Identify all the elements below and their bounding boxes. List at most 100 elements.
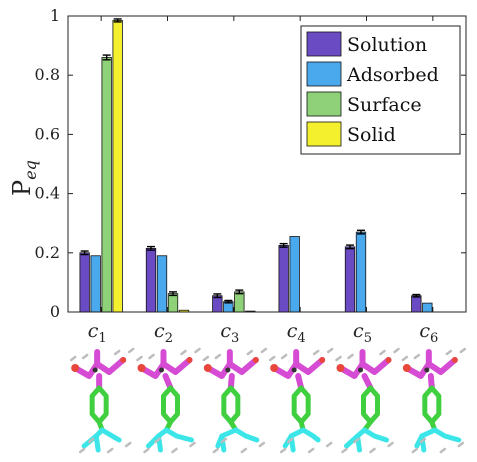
x-tick-label-main: c [220, 320, 231, 342]
hydrogen-atom [268, 355, 276, 362]
atom [159, 367, 164, 373]
bar-solution-c4 [278, 244, 289, 313]
y-tick-label: 0.6 [35, 124, 60, 143]
hydrogen-atom [439, 447, 447, 454]
x-axis-ticks: c1 c2 c3 c4 c5 c6 [88, 16, 438, 346]
x-tick-label: c3 [220, 320, 239, 346]
legend-label: Solution [347, 34, 427, 56]
bar-solution-c1 [79, 252, 90, 313]
molecule-ring [89, 385, 109, 425]
y-tick-label: 1 [50, 6, 60, 25]
hydrogen-atom [202, 355, 210, 362]
hydrogen-atom [326, 347, 334, 354]
hydrogen-atom [148, 353, 155, 360]
atom [291, 367, 297, 373]
bar-adsorbed-c5 [355, 231, 367, 313]
hydrogen-atom [189, 441, 196, 448]
oxygen-atom [319, 357, 326, 363]
bar-adsorbed-c4 [289, 236, 300, 313]
hydrogen-atom [325, 441, 333, 448]
molecule-bond [219, 433, 227, 453]
bar-surface-c1 [101, 57, 112, 313]
hydrogen-atom [194, 347, 201, 354]
x-tick-label-main: c [419, 320, 430, 342]
legend-label: Surface [347, 94, 422, 116]
hydrogen-atom [220, 437, 228, 444]
hydrogen-atom [459, 347, 467, 354]
y-axis-label: Peq [8, 160, 40, 196]
bar-solution-c6 [411, 295, 422, 313]
molecule-ring [361, 385, 380, 425]
bar-solution-c2 [145, 247, 157, 313]
oxygen-atom [137, 364, 146, 372]
x-tick-label-main: c [88, 320, 99, 342]
y-axis-label-sub: eq [21, 160, 40, 180]
hydrogen-atom [353, 437, 360, 444]
molecule-structure-icon [335, 347, 400, 454]
axes-frame [67, 15, 467, 313]
bar-adsorbed-c2 [156, 255, 168, 313]
x-tick-label-sub: 3 [231, 331, 239, 346]
molecule-tail [81, 427, 122, 449]
hydrogen-atom [419, 437, 427, 444]
x-tick-label-sub: 4 [297, 331, 305, 346]
x-tick-label-sub: 2 [165, 331, 173, 346]
hydrogen-atom [69, 355, 77, 362]
hydrogen-atom [106, 447, 114, 454]
atom [225, 367, 231, 373]
hydrogen-atom [457, 441, 465, 448]
hydrogen-atom [127, 347, 135, 354]
x-tick-label-main: c [353, 320, 364, 342]
hydrogen-atom [246, 349, 254, 356]
oxygen-atom [402, 364, 411, 372]
x-tick-label: c6 [419, 320, 438, 346]
bar-solution-c5 [344, 246, 356, 313]
molecule-structure-icon [69, 347, 135, 454]
hydrogen-atom [347, 353, 354, 360]
molecule-structure-icon [268, 347, 334, 454]
y-tick-label: 0 [50, 302, 60, 321]
oxygen-atom [203, 364, 212, 372]
x-tick-label-sub: 1 [98, 331, 106, 346]
hydrogen-atom [387, 441, 394, 448]
legend-swatch [306, 121, 342, 147]
legend-label: Adsorbed [346, 64, 439, 86]
molecule-ring [422, 385, 442, 425]
bar-adsorbed-c6 [422, 302, 433, 313]
hydrogen-atom [411, 447, 419, 454]
molecule-structure-icon [136, 347, 201, 454]
hydrogen-atom [341, 447, 348, 454]
hydrogen-atom [180, 349, 187, 356]
oxygen-atom [336, 364, 345, 372]
atom [92, 367, 98, 373]
molecule-structure-icon [202, 347, 268, 454]
legend-label: Solid [347, 124, 396, 146]
hydrogen-atom [379, 349, 386, 356]
bar-adsorbed-c1 [90, 255, 101, 313]
y-tick-label: 0.8 [35, 65, 60, 84]
atom [358, 367, 363, 373]
hydrogen-atom [286, 437, 294, 444]
y-axis-ticks: 0 0.2 0.4 0.6 0.8 1 [35, 6, 466, 321]
hydrogen-atom [212, 447, 220, 454]
hydrogen-atom [214, 353, 222, 360]
x-tick-label: c2 [154, 320, 173, 346]
atom [424, 367, 430, 373]
hydrogen-atom [113, 349, 121, 356]
hydrogen-atom [124, 441, 132, 448]
hydrogen-atom [143, 447, 150, 454]
molecule-row [69, 347, 467, 454]
hydrogen-atom [335, 355, 342, 362]
legend-swatch [306, 61, 342, 87]
hydrogen-atom [136, 355, 143, 362]
molecule-bond [419, 433, 427, 453]
x-tick-label-main: c [154, 320, 165, 342]
hydrogen-atom [393, 347, 400, 354]
oxygen-atom [120, 357, 127, 363]
hydrogen-atom [154, 437, 161, 444]
hydrogen-atom [413, 353, 421, 360]
molecule-ring [291, 385, 311, 425]
bar-surface-c3 [234, 291, 245, 313]
y-tick-label: 0.2 [35, 243, 60, 262]
oxygen-atom [252, 357, 259, 363]
